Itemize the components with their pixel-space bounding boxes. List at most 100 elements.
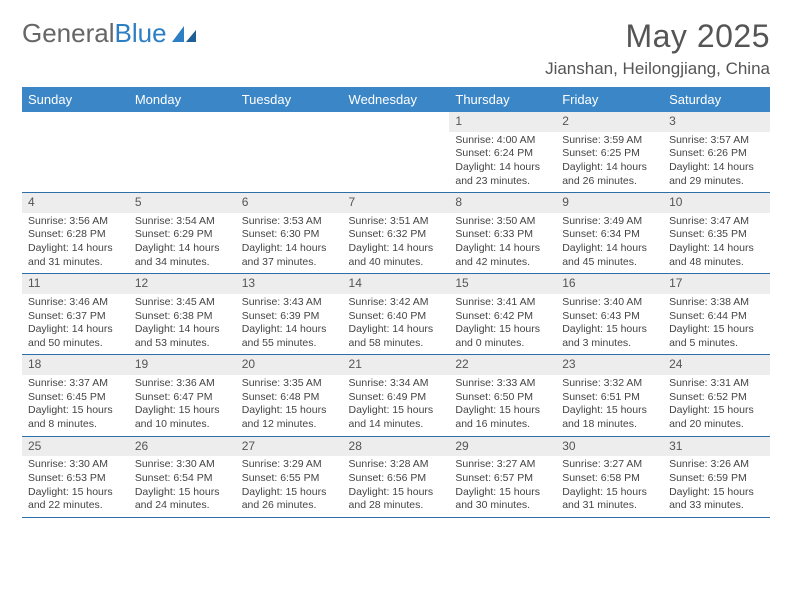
calendar-day-cell: 11Sunrise: 3:46 AMSunset: 6:37 PMDayligh… — [22, 274, 129, 355]
calendar-day-cell: 28Sunrise: 3:28 AMSunset: 6:56 PMDayligh… — [343, 436, 450, 517]
calendar-day-cell: 2Sunrise: 3:59 AMSunset: 6:25 PMDaylight… — [556, 112, 663, 193]
daylight-line: Daylight: 14 hours — [242, 242, 337, 256]
calendar-day-cell — [129, 112, 236, 193]
calendar-day-cell: 7Sunrise: 3:51 AMSunset: 6:32 PMDaylight… — [343, 193, 450, 274]
weekday-header: Sunday — [22, 87, 129, 112]
day-details: Sunrise: 3:45 AMSunset: 6:38 PMDaylight:… — [129, 296, 236, 351]
daylight-line: and 24 minutes. — [135, 499, 230, 513]
calendar-day-cell: 31Sunrise: 3:26 AMSunset: 6:59 PMDayligh… — [663, 436, 770, 517]
logo: GeneralBlue — [22, 18, 198, 49]
sunset-line: Sunset: 6:50 PM — [455, 391, 550, 405]
day-number: 19 — [129, 355, 236, 375]
sunrise-line: Sunrise: 3:59 AM — [562, 134, 657, 148]
sunrise-line: Sunrise: 3:36 AM — [135, 377, 230, 391]
sunset-line: Sunset: 6:34 PM — [562, 228, 657, 242]
day-details: Sunrise: 3:27 AMSunset: 6:57 PMDaylight:… — [449, 458, 556, 513]
calendar-day-cell: 5Sunrise: 3:54 AMSunset: 6:29 PMDaylight… — [129, 193, 236, 274]
calendar-header-row: SundayMondayTuesdayWednesdayThursdayFrid… — [22, 87, 770, 112]
calendar-week-row: 4Sunrise: 3:56 AMSunset: 6:28 PMDaylight… — [22, 193, 770, 274]
daylight-line: Daylight: 15 hours — [28, 486, 123, 500]
calendar-day-cell: 24Sunrise: 3:31 AMSunset: 6:52 PMDayligh… — [663, 355, 770, 436]
daylight-line: and 37 minutes. — [242, 256, 337, 270]
sunrise-line: Sunrise: 3:31 AM — [669, 377, 764, 391]
daylight-line: and 16 minutes. — [455, 418, 550, 432]
day-number: 6 — [236, 193, 343, 213]
daylight-line: and 48 minutes. — [669, 256, 764, 270]
day-number: 14 — [343, 274, 450, 294]
day-number: 11 — [22, 274, 129, 294]
sunset-line: Sunset: 6:49 PM — [349, 391, 444, 405]
calendar-day-cell: 22Sunrise: 3:33 AMSunset: 6:50 PMDayligh… — [449, 355, 556, 436]
sunrise-line: Sunrise: 3:47 AM — [669, 215, 764, 229]
day-number: 5 — [129, 193, 236, 213]
logo-text-2: Blue — [115, 18, 167, 49]
sunset-line: Sunset: 6:39 PM — [242, 310, 337, 324]
weekday-header: Friday — [556, 87, 663, 112]
sunset-line: Sunset: 6:47 PM — [135, 391, 230, 405]
sunrise-line: Sunrise: 3:50 AM — [455, 215, 550, 229]
daylight-line: and 42 minutes. — [455, 256, 550, 270]
day-number: 16 — [556, 274, 663, 294]
calendar-week-row: 1Sunrise: 4:00 AMSunset: 6:24 PMDaylight… — [22, 112, 770, 193]
sunrise-line: Sunrise: 3:30 AM — [28, 458, 123, 472]
daylight-line: and 33 minutes. — [669, 499, 764, 513]
daylight-line: and 29 minutes. — [669, 175, 764, 189]
calendar-day-cell: 18Sunrise: 3:37 AMSunset: 6:45 PMDayligh… — [22, 355, 129, 436]
daylight-line: Daylight: 15 hours — [242, 486, 337, 500]
daylight-line: and 5 minutes. — [669, 337, 764, 351]
sunset-line: Sunset: 6:52 PM — [669, 391, 764, 405]
day-details: Sunrise: 3:42 AMSunset: 6:40 PMDaylight:… — [343, 296, 450, 351]
day-number: 10 — [663, 193, 770, 213]
daylight-line: and 34 minutes. — [135, 256, 230, 270]
day-number: 28 — [343, 437, 450, 457]
sunset-line: Sunset: 6:53 PM — [28, 472, 123, 486]
calendar-day-cell: 8Sunrise: 3:50 AMSunset: 6:33 PMDaylight… — [449, 193, 556, 274]
sunset-line: Sunset: 6:45 PM — [28, 391, 123, 405]
daylight-line: and 28 minutes. — [349, 499, 444, 513]
day-details: Sunrise: 3:43 AMSunset: 6:39 PMDaylight:… — [236, 296, 343, 351]
calendar-day-cell: 29Sunrise: 3:27 AMSunset: 6:57 PMDayligh… — [449, 436, 556, 517]
sunset-line: Sunset: 6:43 PM — [562, 310, 657, 324]
sunset-line: Sunset: 6:30 PM — [242, 228, 337, 242]
day-details: Sunrise: 3:34 AMSunset: 6:49 PMDaylight:… — [343, 377, 450, 432]
sunset-line: Sunset: 6:44 PM — [669, 310, 764, 324]
day-details: Sunrise: 3:26 AMSunset: 6:59 PMDaylight:… — [663, 458, 770, 513]
daylight-line: and 3 minutes. — [562, 337, 657, 351]
day-number: 29 — [449, 437, 556, 457]
daylight-line: Daylight: 15 hours — [28, 404, 123, 418]
daylight-line: Daylight: 15 hours — [669, 323, 764, 337]
sunrise-line: Sunrise: 3:56 AM — [28, 215, 123, 229]
sunset-line: Sunset: 6:40 PM — [349, 310, 444, 324]
day-details: Sunrise: 3:47 AMSunset: 6:35 PMDaylight:… — [663, 215, 770, 270]
logo-sail-icon — [170, 24, 198, 44]
daylight-line: Daylight: 14 hours — [28, 242, 123, 256]
sunset-line: Sunset: 6:48 PM — [242, 391, 337, 405]
sunrise-line: Sunrise: 3:27 AM — [562, 458, 657, 472]
day-number: 8 — [449, 193, 556, 213]
day-number: 30 — [556, 437, 663, 457]
calendar-day-cell: 17Sunrise: 3:38 AMSunset: 6:44 PMDayligh… — [663, 274, 770, 355]
calendar-day-cell — [236, 112, 343, 193]
sunset-line: Sunset: 6:28 PM — [28, 228, 123, 242]
calendar-day-cell: 9Sunrise: 3:49 AMSunset: 6:34 PMDaylight… — [556, 193, 663, 274]
day-number: 9 — [556, 193, 663, 213]
sunrise-line: Sunrise: 3:32 AM — [562, 377, 657, 391]
daylight-line: Daylight: 15 hours — [669, 404, 764, 418]
day-details: Sunrise: 3:50 AMSunset: 6:33 PMDaylight:… — [449, 215, 556, 270]
header-right: May 2025 Jianshan, Heilongjiang, China — [545, 18, 770, 85]
calendar-day-cell: 1Sunrise: 4:00 AMSunset: 6:24 PMDaylight… — [449, 112, 556, 193]
daylight-line: and 50 minutes. — [28, 337, 123, 351]
day-number: 15 — [449, 274, 556, 294]
sunrise-line: Sunrise: 3:30 AM — [135, 458, 230, 472]
sunrise-line: Sunrise: 3:28 AM — [349, 458, 444, 472]
calendar-day-cell: 30Sunrise: 3:27 AMSunset: 6:58 PMDayligh… — [556, 436, 663, 517]
sunset-line: Sunset: 6:25 PM — [562, 147, 657, 161]
calendar-week-row: 25Sunrise: 3:30 AMSunset: 6:53 PMDayligh… — [22, 436, 770, 517]
weekday-header: Tuesday — [236, 87, 343, 112]
sunset-line: Sunset: 6:29 PM — [135, 228, 230, 242]
sunset-line: Sunset: 6:55 PM — [242, 472, 337, 486]
day-number: 31 — [663, 437, 770, 457]
day-number: 18 — [22, 355, 129, 375]
sunset-line: Sunset: 6:54 PM — [135, 472, 230, 486]
sunrise-line: Sunrise: 3:29 AM — [242, 458, 337, 472]
